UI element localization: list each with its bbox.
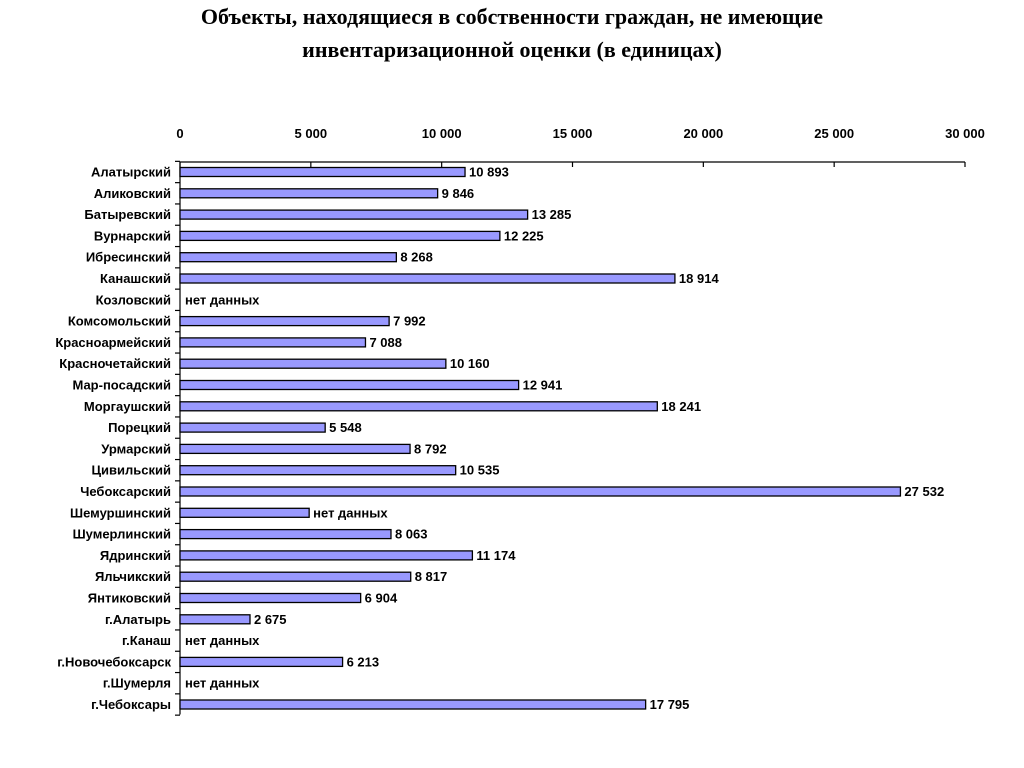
bar xyxy=(179,507,310,518)
bar xyxy=(179,315,390,327)
category-label: Батыревский xyxy=(84,207,171,222)
value-label: 10 160 xyxy=(450,356,490,371)
value-label: 18 241 xyxy=(661,399,701,414)
bar xyxy=(179,443,411,455)
bar xyxy=(179,166,466,178)
chart-title-line-1: Объекты, находящиеся в собственности гра… xyxy=(200,4,824,29)
value-label: 9 846 xyxy=(442,186,475,201)
category-label: Цивильский xyxy=(92,463,171,478)
category-label: Алатырский xyxy=(91,165,171,180)
category-label: Вурнарский xyxy=(94,228,171,243)
value-label: 8 792 xyxy=(414,441,447,456)
bar xyxy=(179,379,520,391)
category-label: Моргаушский xyxy=(84,399,171,414)
category-label: Янтиковский xyxy=(88,591,171,606)
bar xyxy=(179,188,439,199)
category-label: Чебоксарский xyxy=(80,484,171,499)
category-label: Урмарский xyxy=(101,441,171,456)
category-label: г.Новочебоксарск xyxy=(57,654,171,669)
category-label: Мар-посадский xyxy=(72,378,171,393)
category-label: Красночетайский xyxy=(59,356,171,371)
category-label: Канашский xyxy=(100,271,171,286)
bars: 10 893 9 846 13 285 12 225 8 268 18 914 нет да… xyxy=(179,165,944,712)
category-label: г.Чебоксары xyxy=(91,697,171,712)
category-label: г.Шумерля xyxy=(103,676,171,691)
bar xyxy=(179,699,647,710)
value-label: 2 675 xyxy=(254,612,287,627)
bar xyxy=(179,592,362,604)
bar xyxy=(179,465,457,476)
bar xyxy=(179,273,676,284)
value-label: 6 213 xyxy=(347,654,380,669)
bar xyxy=(179,486,902,497)
value-label: 11 174 xyxy=(476,548,516,563)
x-tick-label: 5 000 xyxy=(295,126,328,141)
value-label: 13 285 xyxy=(532,207,572,222)
category-label: Красноармейский xyxy=(55,335,171,350)
value-label: 27 532 xyxy=(904,484,944,499)
x-tick-label: 25 000 xyxy=(814,126,854,141)
bar xyxy=(179,358,447,369)
value-label: 8 817 xyxy=(415,569,448,584)
category-label: Комсомольский xyxy=(68,314,171,329)
value-label: 10 535 xyxy=(460,463,500,478)
value-label: 7 992 xyxy=(393,314,426,329)
value-label: нет данных xyxy=(313,505,388,520)
x-tick-label: 20 000 xyxy=(683,126,723,141)
category-label: Шумерлинский xyxy=(73,527,171,542)
value-label: 6 904 xyxy=(365,591,398,606)
value-label: 12 225 xyxy=(504,228,544,243)
category-label: Яльчикский xyxy=(95,569,171,584)
bar xyxy=(179,337,367,348)
bar xyxy=(179,528,392,540)
value-label: 18 914 xyxy=(679,271,720,286)
value-label: 10 893 xyxy=(469,165,509,180)
category-label: Порецкий xyxy=(108,420,171,435)
value-label: 7 088 xyxy=(369,335,402,350)
x-tick-label: 10 000 xyxy=(422,126,462,141)
no-data-label: нет данных xyxy=(185,633,260,648)
bar xyxy=(179,656,344,668)
value-label: 12 941 xyxy=(523,378,563,393)
y-axis: Алатырский Аликовский Батыревский Вурнарски… xyxy=(55,160,181,716)
x-tick-label: 30 000 xyxy=(945,126,985,141)
x-axis: 0 5 000 10 000 15 000 20 000 25 000 30 000 xyxy=(176,126,985,167)
x-tick-label: 0 xyxy=(176,126,183,141)
bar xyxy=(179,401,658,412)
bar xyxy=(179,252,397,263)
no-data-label: нет данных xyxy=(185,292,260,307)
value-label: 8 268 xyxy=(400,250,433,265)
value-label: 5 548 xyxy=(329,420,362,435)
category-label: г.Канаш xyxy=(122,633,171,648)
category-label: Аликовский xyxy=(94,186,171,201)
bar xyxy=(179,230,501,242)
category-label: г.Алатырь xyxy=(105,612,171,627)
category-label: Козловский xyxy=(96,292,171,307)
value-label: 17 795 xyxy=(650,697,690,712)
x-tick-label: 15 000 xyxy=(553,126,593,141)
no-data-label: нет данных xyxy=(185,676,260,691)
chart-title: Объекты, находящиеся в собственности гра… xyxy=(0,0,1024,66)
value-label: 8 063 xyxy=(395,527,428,542)
category-label: Шемуршинский xyxy=(70,505,171,520)
bar xyxy=(179,209,529,220)
bar xyxy=(179,422,326,433)
bar xyxy=(179,614,251,625)
bar xyxy=(179,571,412,582)
chart-title-line-2: инвентаризационной оценки (в единицах) xyxy=(302,37,722,62)
category-label: Ибресинский xyxy=(86,250,171,265)
category-label: Ядринский xyxy=(100,548,171,563)
bar xyxy=(179,550,474,561)
